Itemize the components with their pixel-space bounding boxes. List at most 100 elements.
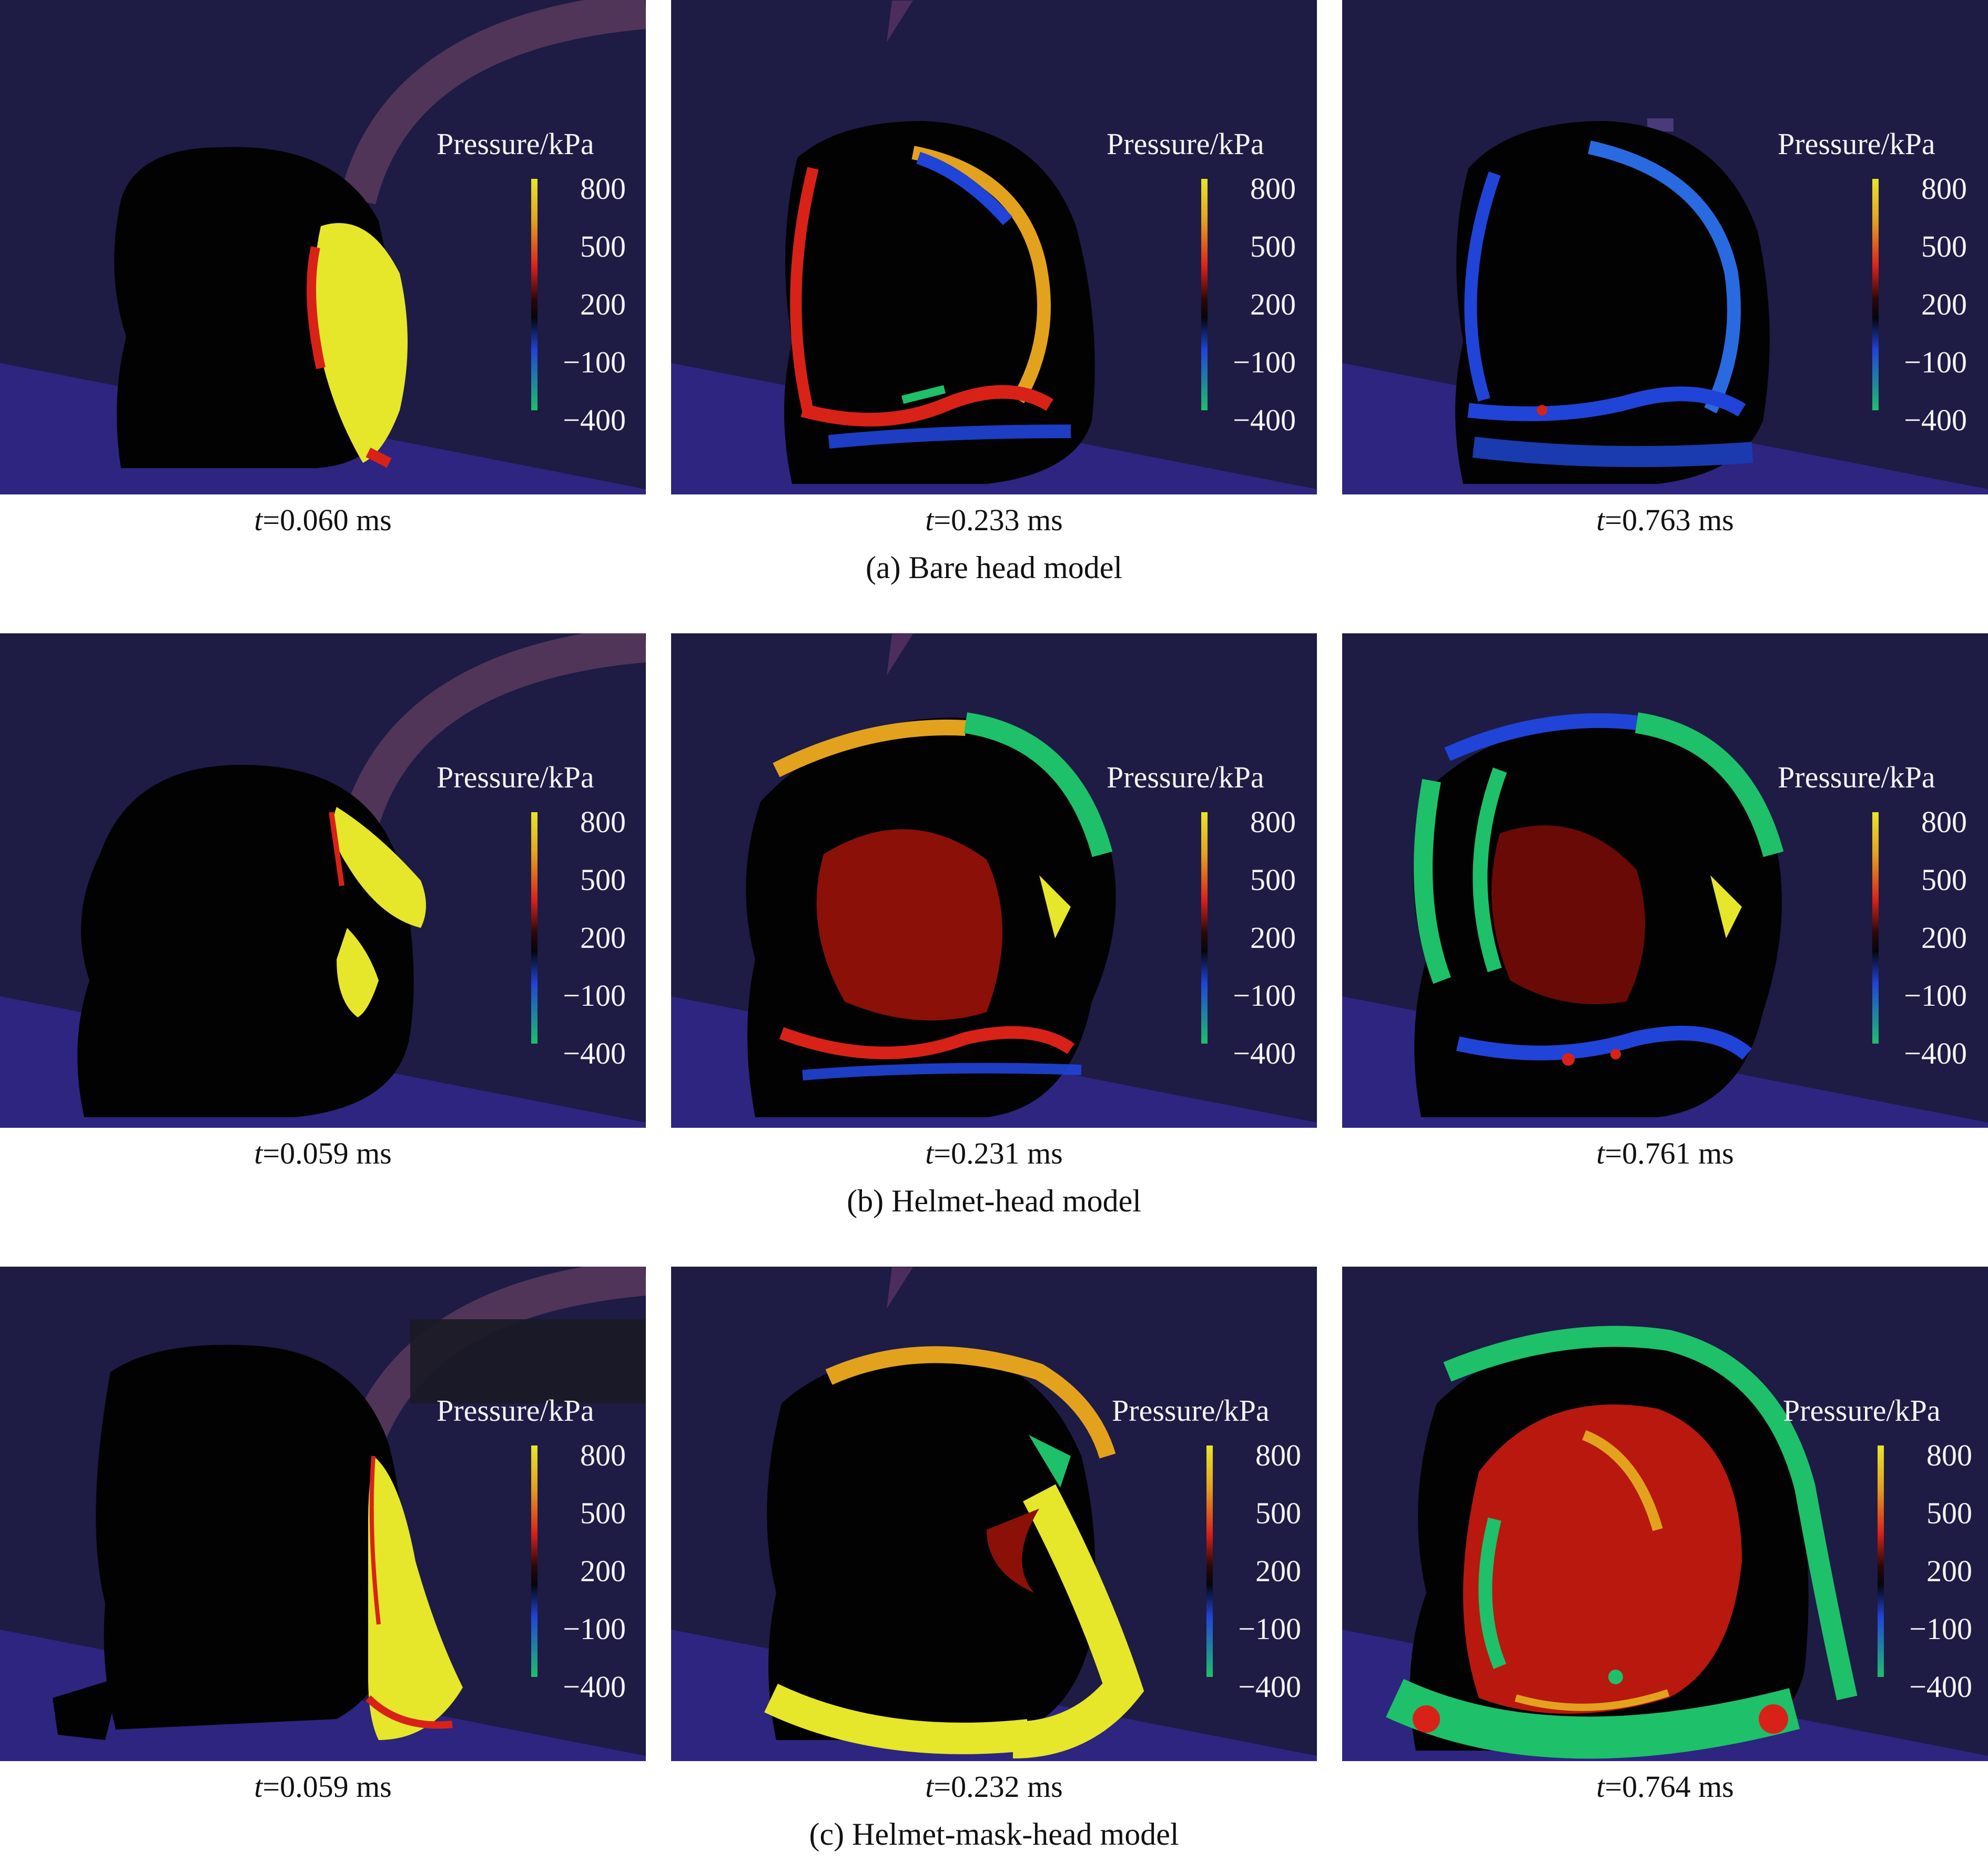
legend-tick-label: −100: [1909, 1612, 1972, 1646]
simulation-panel: Pressure/kPa 800 500 200 −100 −400: [1342, 633, 1988, 1128]
pressure-field-image: [1342, 1326, 1988, 1761]
time-value: =0.763 ms: [1605, 503, 1734, 537]
legend-title: Pressure/kPa: [437, 1393, 594, 1428]
time-symbol: t: [1596, 1770, 1605, 1804]
legend-tick-label: 800: [1250, 171, 1296, 206]
legend-tick-label: −400: [563, 403, 626, 437]
time-symbol: t: [925, 1136, 934, 1170]
simulation-panel: Pressure/kPa 800 500 200 −100 −400: [0, 0, 646, 494]
time-value: =0.060 ms: [262, 503, 392, 537]
simulation-panel: Pressure/kPa 800 500 200 −100 −400: [671, 0, 1317, 494]
legend-tick-label: −400: [563, 1670, 626, 1704]
time-label: t=0.764 ms: [1342, 1769, 1988, 1804]
legend-colorbar: [531, 1445, 537, 1677]
legend-tick-label: −100: [563, 978, 626, 1013]
pressure-field-image: [0, 633, 646, 1128]
legend-tick-label: 800: [1255, 1438, 1301, 1472]
legend-tick-label: 200: [1250, 287, 1296, 321]
pressure-field-image: [671, 1267, 1317, 1761]
row-caption: (a) Bare head model: [865, 550, 1123, 585]
pressure-field-image: [671, 634, 1317, 1128]
simulation-panel: Pressure/kPa 800 500 200 −100 −400: [0, 1267, 646, 1761]
pressure-field-image: [1342, 712, 1988, 1128]
legend-tick-label: 200: [580, 1554, 626, 1588]
simulation-panel: Pressure/kPa 800 500 200 −100 −400: [671, 1267, 1317, 1761]
time-label: t=0.233 ms: [671, 502, 1317, 538]
time-label: t=0.059 ms: [0, 1136, 646, 1171]
legend-title: Pressure/kPa: [1107, 127, 1264, 161]
time-value: =0.059 ms: [262, 1136, 392, 1170]
legend-tick-label: −100: [1904, 978, 1967, 1013]
legend-tick-label: 500: [1250, 229, 1296, 264]
legend-tick-label: −400: [1233, 403, 1296, 437]
simulation-panel: Pressure/kPa 800 500 200 −100 −400: [1342, 0, 1988, 494]
legend-tick-label: 800: [1921, 171, 1967, 206]
time-label: t=0.060 ms: [0, 502, 646, 538]
legend-colorbar: [1878, 1445, 1884, 1677]
legend-tick-label: 500: [580, 863, 626, 897]
row-caption: (c) Helmet-mask-head model: [809, 1817, 1179, 1852]
pressure-field-image: [1342, 118, 1988, 494]
legend-tick-label: 200: [580, 921, 626, 955]
legend-tick-label: 200: [1255, 1554, 1301, 1588]
time-symbol: t: [925, 1770, 934, 1804]
legend-tick-label: 200: [1921, 921, 1967, 955]
legend-title: Pressure/kPa: [1778, 760, 1935, 794]
pressure-field-image: [0, 1267, 646, 1761]
legend-tick-label: −100: [563, 345, 626, 379]
time-value: =0.764 ms: [1605, 1770, 1734, 1804]
row-caption: (b) Helmet-head model: [847, 1184, 1141, 1218]
legend-title: Pressure/kPa: [437, 760, 594, 794]
simulation-panel: Pressure/kPa 800 500 200 −100 −400: [1342, 1267, 1988, 1761]
legend-colorbar: [531, 812, 537, 1044]
time-symbol: t: [254, 503, 263, 537]
legend-tick-label: −400: [1233, 1036, 1296, 1070]
legend-tick-label: −100: [1238, 1612, 1301, 1646]
time-value: =0.761 ms: [1605, 1136, 1734, 1170]
time-symbol: t: [1596, 1136, 1605, 1170]
legend-tick-label: 800: [1921, 805, 1967, 839]
legend-title: Pressure/kPa: [1778, 127, 1935, 161]
legend-tick-label: 200: [1921, 287, 1967, 321]
legend-tick-label: 800: [1926, 1438, 1972, 1472]
simulation-panel: Pressure/kPa 800 500 200 −100 −400: [0, 633, 646, 1128]
legend-tick-label: 500: [1926, 1496, 1972, 1530]
legend-tick-label: 200: [1250, 921, 1296, 955]
legend-title: Pressure/kPa: [1107, 760, 1264, 794]
legend-tick-label: 800: [580, 805, 626, 839]
time-label: t=0.231 ms: [671, 1136, 1317, 1171]
legend-tick-label: 500: [580, 229, 626, 264]
legend-tick-label: −400: [1909, 1670, 1972, 1704]
legend-tick-label: −100: [563, 1612, 626, 1646]
legend-colorbar: [1872, 812, 1879, 1044]
legend-tick-label: 200: [580, 287, 626, 321]
pressure-field-image: [671, 1, 1317, 494]
time-symbol: t: [1596, 503, 1605, 537]
legend-colorbar: [1201, 812, 1208, 1044]
legend-title: Pressure/kPa: [1783, 1393, 1941, 1428]
legend-tick-label: −100: [1233, 345, 1296, 379]
legend-tick-label: 800: [580, 1438, 626, 1472]
legend-tick-label: 800: [1250, 805, 1296, 839]
legend-tick-label: −100: [1233, 978, 1296, 1013]
legend-tick-label: 200: [1926, 1554, 1972, 1588]
legend-colorbar: [1872, 179, 1879, 410]
legend-title: Pressure/kPa: [1112, 1393, 1270, 1428]
legend-tick-label: 500: [580, 1496, 626, 1530]
pressure-field-image: [0, 0, 646, 494]
legend-tick-label: 800: [580, 171, 626, 206]
legend-tick-label: −400: [1904, 1036, 1967, 1070]
legend-tick-label: −100: [1904, 345, 1967, 379]
time-label: t=0.761 ms: [1342, 1136, 1988, 1171]
time-value: =0.059 ms: [262, 1770, 392, 1804]
time-value: =0.231 ms: [934, 1136, 1063, 1170]
time-value: =0.232 ms: [934, 1770, 1063, 1804]
legend-tick-label: 500: [1250, 863, 1296, 897]
legend-colorbar: [531, 179, 537, 410]
legend-colorbar: [1201, 179, 1208, 410]
legend-tick-label: 500: [1255, 1496, 1301, 1530]
time-label: t=0.232 ms: [671, 1769, 1317, 1804]
legend-tick-label: −400: [563, 1036, 626, 1070]
legend-tick-label: −400: [1238, 1670, 1301, 1704]
legend-tick-label: −400: [1904, 403, 1967, 437]
